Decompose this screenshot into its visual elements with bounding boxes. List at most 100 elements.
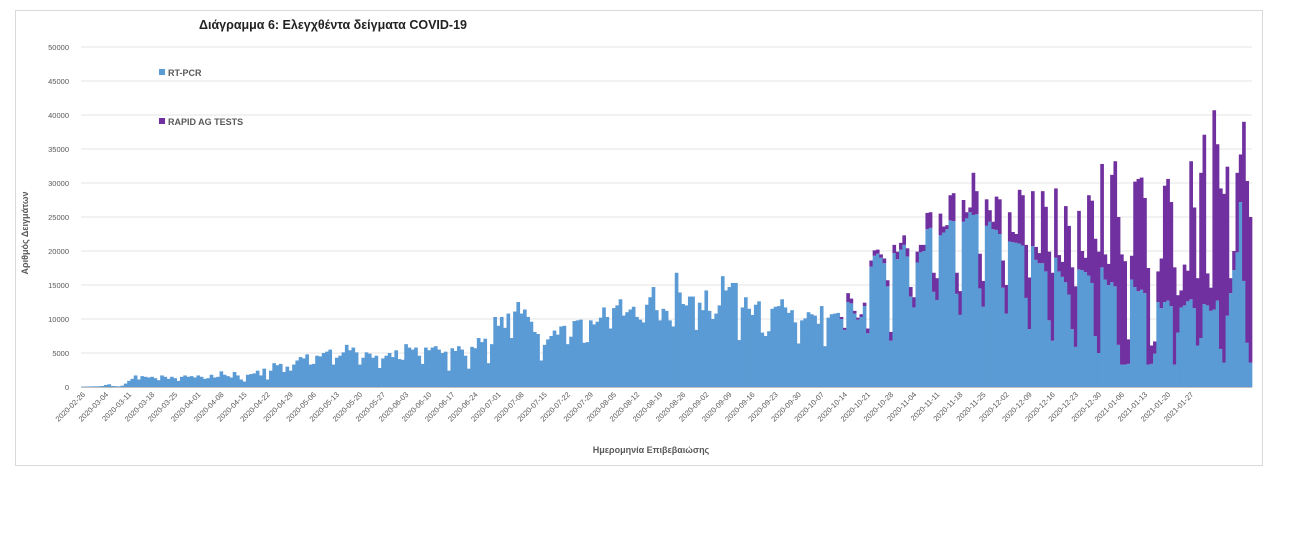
bar-rapid-ag-tests — [1202, 134, 1207, 305]
bar-rt-pcr — [681, 304, 685, 387]
bar-rt-pcr — [555, 334, 560, 387]
bar-rt-pcr — [447, 370, 451, 387]
y-tick-label: 20000 — [48, 247, 69, 256]
bar-rt-pcr — [678, 292, 682, 387]
bars — [81, 110, 1253, 387]
bar-rapid-ag-tests — [974, 191, 979, 215]
bar-rapid-ag-tests — [938, 213, 943, 236]
bar-rt-pcr — [212, 377, 217, 387]
bar-rapid-ag-tests — [988, 210, 992, 222]
bar-rt-pcr — [457, 346, 461, 387]
bar-rt-pcr — [1067, 294, 1071, 387]
bar-rt-pcr — [1156, 302, 1160, 387]
bar-rt-pcr — [1100, 267, 1104, 387]
bar-rt-pcr — [513, 311, 517, 387]
bar-rt-pcr — [1110, 282, 1114, 387]
bar-rapid-ag-tests — [965, 212, 969, 219]
bar-rt-pcr — [648, 297, 653, 387]
bar-rt-pcr — [704, 290, 709, 387]
bar-rt-pcr — [945, 229, 949, 387]
bar-rapid-ag-tests — [1007, 212, 1012, 242]
bar-rapid-ag-tests — [1153, 341, 1157, 354]
bar-rt-pcr — [318, 356, 323, 387]
bar-rt-pcr — [387, 353, 392, 387]
bar-rt-pcr — [998, 234, 1002, 387]
chart-svg: 0 5000 10000 15000 20000 25000 30000 35000 40000… — [20, 18, 1253, 455]
bar-rt-pcr — [1063, 282, 1068, 387]
bar-rt-pcr — [875, 253, 880, 387]
bar-rt-pcr — [321, 353, 326, 387]
bar-rt-pcr — [1225, 315, 1230, 387]
bar-rt-pcr — [519, 313, 524, 387]
y-tick-label: 35000 — [48, 145, 69, 154]
bar-rapid-ag-tests — [1090, 200, 1095, 283]
bar-rt-pcr — [1176, 332, 1180, 387]
bar-rt-pcr — [476, 338, 481, 387]
bar-rt-pcr — [938, 235, 943, 387]
y-tick-label: 30000 — [48, 179, 69, 188]
bar-rt-pcr — [407, 347, 412, 387]
bar-rt-pcr — [1172, 364, 1177, 387]
bar-rapid-ag-tests — [1176, 295, 1180, 333]
bar-rt-pcr — [199, 376, 204, 387]
bar-rapid-ag-tests — [1021, 195, 1025, 246]
bar-rapid-ag-tests — [1126, 339, 1131, 364]
bar-rt-pcr — [981, 306, 986, 387]
bar-rt-pcr — [486, 363, 491, 387]
bar-rapid-ag-tests — [945, 225, 949, 230]
bar-rt-pcr — [859, 316, 864, 387]
bar-rapid-ag-tests — [1205, 273, 1210, 306]
bar-rt-pcr — [117, 386, 121, 387]
bar-rt-pcr — [150, 376, 154, 387]
bar-rt-pcr — [493, 316, 497, 387]
bar-rt-pcr — [216, 376, 220, 387]
bar-rt-pcr — [852, 313, 857, 387]
bar-rt-pcr — [460, 349, 464, 387]
bar-rt-pcr — [1136, 291, 1141, 387]
bar-rt-pcr — [1070, 329, 1075, 387]
bar-rapid-ag-tests — [1034, 246, 1038, 260]
bar-rt-pcr — [862, 306, 867, 387]
bar-rapid-ag-tests — [1172, 267, 1177, 365]
bar-rapid-ag-tests — [1100, 163, 1104, 268]
bar-rt-pcr — [625, 312, 629, 387]
bar-rt-pcr — [806, 312, 811, 387]
bar-rt-pcr — [674, 272, 679, 387]
bar-rt-pcr — [371, 357, 375, 387]
bar-rapid-ag-tests — [984, 199, 989, 226]
y-axis-label: Αριθμός Δειγμάτων — [20, 192, 30, 275]
bar-rapid-ag-tests — [918, 244, 923, 253]
bar-rt-pcr — [453, 350, 458, 387]
bar-rt-pcr — [1004, 313, 1009, 387]
bar-rapid-ag-tests — [1219, 188, 1223, 349]
bar-rt-pcr — [183, 375, 187, 387]
bar-rt-pcr — [427, 350, 432, 387]
y-tick-label: 50000 — [48, 43, 69, 52]
bar-rt-pcr — [186, 376, 191, 387]
bar-rt-pcr — [836, 312, 841, 387]
bar-rt-pcr — [358, 364, 362, 387]
bar-rt-pcr — [737, 340, 742, 387]
bar-rapid-ag-tests — [912, 297, 916, 308]
bar-rt-pcr — [928, 227, 933, 387]
bar-rt-pcr — [588, 320, 593, 387]
bar-rt-pcr — [302, 358, 306, 387]
bar-rt-pcr — [796, 343, 801, 387]
bar-rapid-ag-tests — [925, 212, 930, 230]
bar-rapid-ag-tests — [1189, 161, 1193, 300]
bar-rt-pcr — [1149, 363, 1154, 387]
y-tick-label: 45000 — [48, 77, 69, 86]
bar-rt-pcr — [120, 385, 125, 387]
bar-rapid-ag-tests — [1228, 278, 1233, 294]
bar-rt-pcr — [272, 363, 276, 387]
bar-rt-pcr — [638, 319, 643, 387]
bar-rt-pcr — [113, 386, 118, 387]
bar-rt-pcr — [404, 344, 408, 387]
bar-rapid-ag-tests — [1110, 174, 1114, 283]
bar-rt-pcr — [839, 319, 844, 387]
bar-rt-pcr — [222, 374, 227, 387]
bar-rt-pcr — [661, 308, 666, 387]
bar-rapid-ag-tests — [981, 280, 986, 307]
bar-rapid-ag-tests — [1166, 178, 1170, 301]
bar-rt-pcr — [846, 302, 850, 387]
